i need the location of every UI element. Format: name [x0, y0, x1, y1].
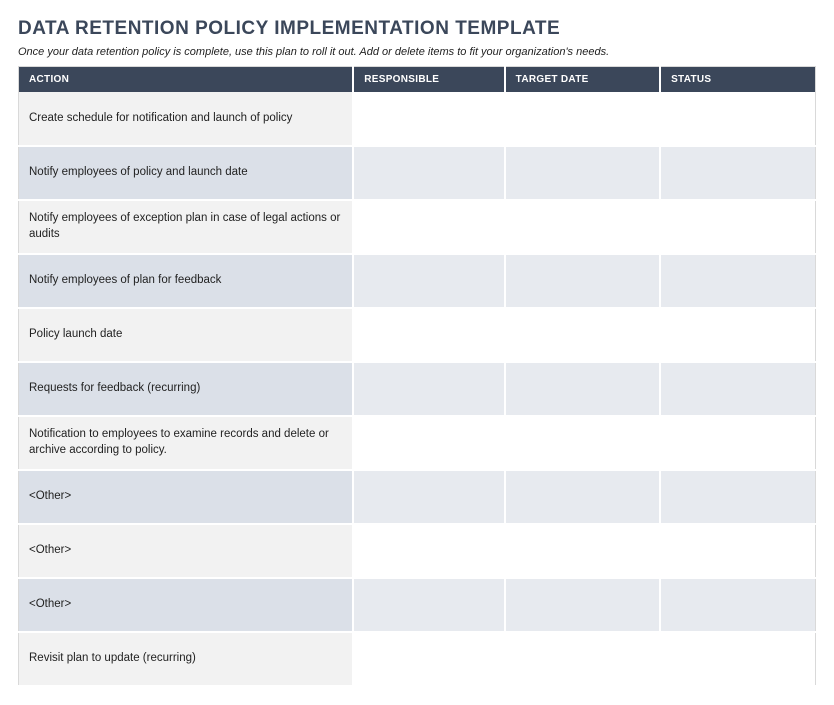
cell-responsible — [353, 578, 504, 632]
table-row: Notify employees of exception plan in ca… — [19, 200, 816, 254]
cell-status — [660, 416, 815, 470]
cell-target_date — [505, 578, 660, 632]
cell-action: Notification to employees to examine rec… — [19, 416, 354, 470]
cell-target_date — [505, 254, 660, 308]
cell-target_date — [505, 362, 660, 416]
cell-responsible — [353, 524, 504, 578]
cell-status — [660, 578, 815, 632]
col-header-responsible: RESPONSIBLE — [353, 67, 504, 93]
cell-responsible — [353, 416, 504, 470]
cell-status — [660, 200, 815, 254]
cell-responsible — [353, 308, 504, 362]
table-body: Create schedule for notification and lau… — [19, 92, 816, 686]
cell-status — [660, 308, 815, 362]
cell-status — [660, 362, 815, 416]
cell-status — [660, 254, 815, 308]
table-row: Create schedule for notification and lau… — [19, 92, 816, 146]
cell-action: Create schedule for notification and lau… — [19, 92, 354, 146]
cell-action: <Other> — [19, 524, 354, 578]
cell-target_date — [505, 416, 660, 470]
cell-responsible — [353, 632, 504, 686]
cell-target_date — [505, 92, 660, 146]
table-row: <Other> — [19, 470, 816, 524]
cell-responsible — [353, 362, 504, 416]
table-row: Notification to employees to examine rec… — [19, 416, 816, 470]
cell-action: Notify employees of plan for feedback — [19, 254, 354, 308]
col-header-action: ACTION — [19, 67, 354, 93]
cell-status — [660, 632, 815, 686]
policy-table: ACTION RESPONSIBLE TARGET DATE STATUS Cr… — [18, 66, 816, 687]
table-row: Policy launch date — [19, 308, 816, 362]
cell-status — [660, 524, 815, 578]
cell-status — [660, 470, 815, 524]
cell-responsible — [353, 470, 504, 524]
cell-target_date — [505, 308, 660, 362]
table-row: <Other> — [19, 578, 816, 632]
cell-target_date — [505, 632, 660, 686]
cell-action: <Other> — [19, 578, 354, 632]
cell-action: Requests for feedback (recurring) — [19, 362, 354, 416]
page-subtitle: Once your data retention policy is compl… — [18, 46, 816, 58]
cell-action: Policy launch date — [19, 308, 354, 362]
cell-action: Notify employees of policy and launch da… — [19, 146, 354, 200]
cell-target_date — [505, 200, 660, 254]
cell-target_date — [505, 470, 660, 524]
cell-responsible — [353, 146, 504, 200]
page-title: DATA RETENTION POLICY IMPLEMENTATION TEM… — [18, 18, 816, 40]
col-header-target-date: TARGET DATE — [505, 67, 660, 93]
table-row: Revisit plan to update (recurring) — [19, 632, 816, 686]
cell-target_date — [505, 146, 660, 200]
table-row: Requests for feedback (recurring) — [19, 362, 816, 416]
cell-status — [660, 92, 815, 146]
table-row: <Other> — [19, 524, 816, 578]
cell-action: Notify employees of exception plan in ca… — [19, 200, 354, 254]
cell-status — [660, 146, 815, 200]
cell-responsible — [353, 200, 504, 254]
table-header-row: ACTION RESPONSIBLE TARGET DATE STATUS — [19, 67, 816, 93]
table-row: Notify employees of plan for feedback — [19, 254, 816, 308]
col-header-status: STATUS — [660, 67, 815, 93]
cell-responsible — [353, 254, 504, 308]
cell-action: <Other> — [19, 470, 354, 524]
cell-action: Revisit plan to update (recurring) — [19, 632, 354, 686]
table-row: Notify employees of policy and launch da… — [19, 146, 816, 200]
cell-responsible — [353, 92, 504, 146]
cell-target_date — [505, 524, 660, 578]
